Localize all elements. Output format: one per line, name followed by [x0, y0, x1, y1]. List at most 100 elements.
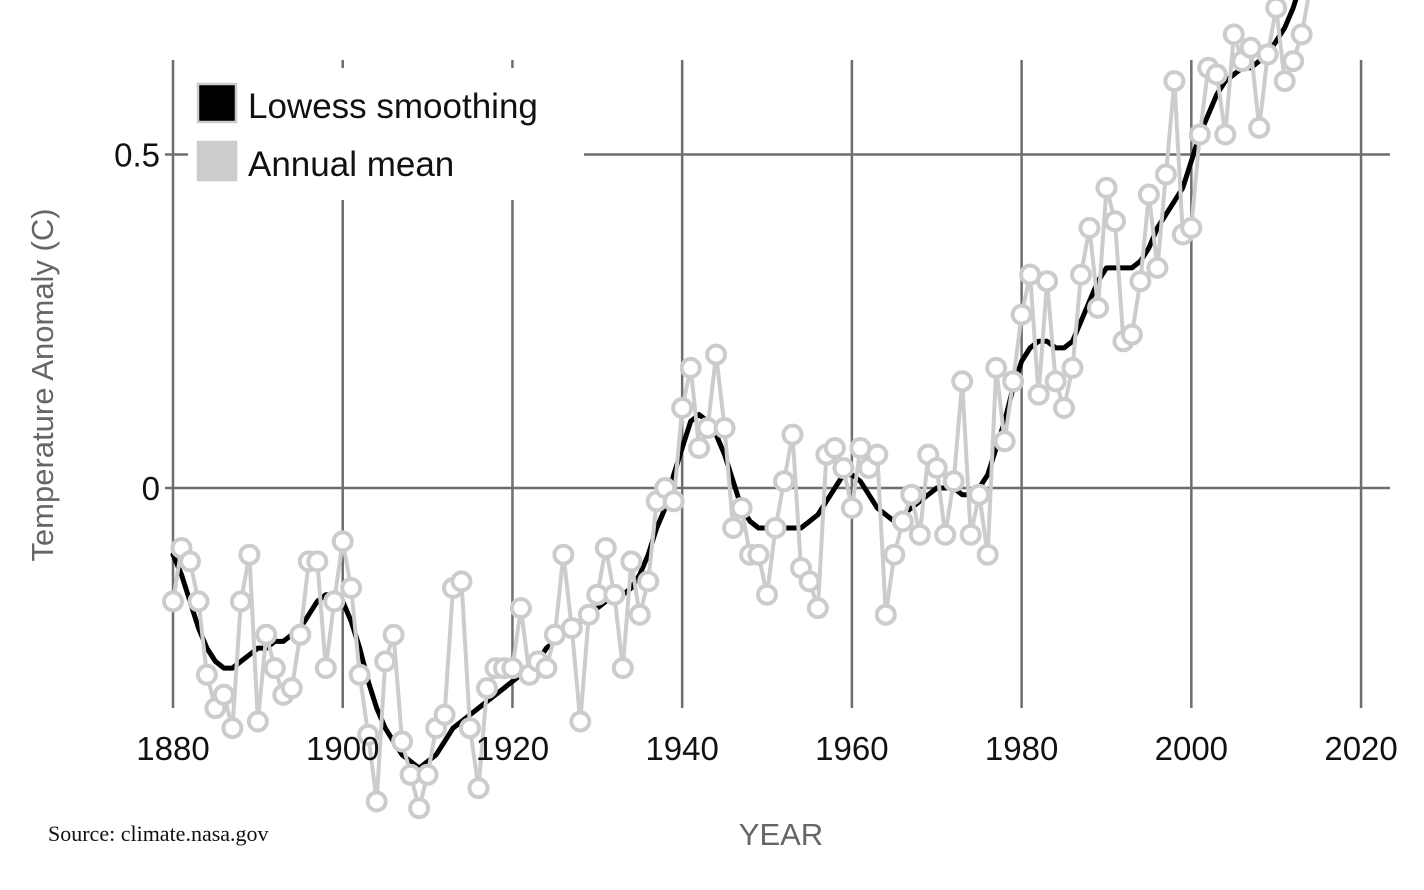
annual-mean-point: [747, 543, 770, 566]
annual-mean-point: [560, 617, 583, 640]
annual-mean-point: [1002, 370, 1025, 393]
annual-mean-point: [1214, 123, 1237, 146]
legend-background: [188, 68, 584, 200]
annual-mean-point: [900, 483, 923, 506]
annual-mean-point: [1053, 397, 1075, 419]
annual-mean-point: [577, 603, 600, 626]
annual-mean-point: [1129, 270, 1152, 293]
annual-mean-point: [1078, 216, 1101, 239]
annual-mean-point: [883, 543, 906, 566]
annual-mean-point: [1188, 123, 1211, 146]
annual-mean-point: [280, 677, 303, 700]
annual-mean-point: [1146, 256, 1169, 279]
annual-mean-point: [535, 657, 558, 680]
annual-mean-point: [1248, 116, 1271, 139]
annual-mean-point: [365, 790, 388, 813]
annual-mean-point: [416, 763, 439, 786]
annual-mean-point: [374, 650, 397, 673]
annual-mean-point: [323, 590, 346, 613]
annual-mean-point: [959, 523, 982, 546]
annual-mean-point: [764, 517, 787, 539]
x-tick-label: 1900: [306, 730, 379, 767]
annual-mean-point: [637, 570, 660, 593]
annual-mean-point: [1290, 23, 1313, 46]
annual-mean-point: [331, 530, 354, 553]
annual-mean-point: [1222, 23, 1245, 46]
annual-mean-point: [1120, 323, 1143, 346]
annual-mean-point: [688, 437, 711, 459]
y-axis-title: Temperature Anomaly (C): [25, 208, 60, 561]
annual-mean-point: [187, 590, 210, 613]
x-tick-label: 2020: [1324, 730, 1397, 767]
annual-mean-point: [1180, 216, 1203, 239]
annual-mean-point: [1010, 303, 1033, 326]
annual-mean-point: [195, 663, 218, 686]
annual-mean-point: [968, 483, 991, 506]
annual-mean-point: [569, 710, 592, 733]
annual-mean-point: [467, 777, 490, 800]
annual-mean-point: [1282, 50, 1305, 73]
legend-swatch-annual: [196, 140, 238, 182]
annual-mean-point: [1273, 70, 1296, 93]
annual-mean-point: [1061, 356, 1084, 379]
annual-mean-point: [1104, 210, 1126, 233]
annual-mean-point: [908, 523, 931, 546]
annual-mean-point: [391, 730, 414, 753]
annual-mean-point: [756, 583, 778, 606]
annual-mean-point: [620, 550, 643, 573]
legend-label-annual: Annual mean: [248, 145, 454, 184]
annual-mean-point: [179, 550, 201, 573]
annual-mean-point: [306, 550, 329, 573]
annual-mean-point: [1154, 163, 1177, 186]
annual-mean-point: [823, 437, 846, 459]
annual-mean-point: [1265, 0, 1288, 19]
annual-mean-point: [255, 623, 278, 646]
source-note: Source: climate.nasa.gov: [48, 821, 269, 846]
annual-mean-point: [798, 570, 821, 593]
annual-mean-point: [1044, 370, 1067, 393]
annual-mean-point: [289, 623, 312, 646]
annual-mean-point: [730, 497, 753, 519]
x-tick-label: 1880: [136, 730, 209, 767]
annual-mean-point: [866, 443, 889, 466]
annual-mean-point: [1087, 296, 1109, 319]
annual-mean-point: [840, 497, 863, 519]
annual-mean-point: [671, 397, 694, 419]
annual-mean-point: [340, 577, 363, 599]
annual-mean-point: [976, 543, 999, 566]
annual-mean-point: [1070, 263, 1092, 286]
x-tick-label: 1960: [815, 730, 888, 767]
legend-swatch-lowess: [196, 82, 238, 124]
x-tick-label: 2000: [1155, 730, 1228, 767]
annual-mean-point: [263, 657, 286, 680]
y-tick-label: 0: [142, 470, 160, 507]
annual-mean-point: [1027, 383, 1050, 406]
annual-mean-point: [781, 423, 804, 446]
annual-mean-point: [1095, 176, 1118, 199]
annual-mean-point: [408, 797, 431, 820]
annual-mean-point: [229, 590, 252, 613]
x-axis-title: YEAR: [739, 817, 823, 852]
x-tick-label: 1920: [476, 730, 549, 767]
annual-mean-point: [221, 717, 244, 740]
annual-mean-point: [705, 343, 728, 366]
annual-mean-point: [594, 537, 617, 559]
legend-label-lowess: Lowess smoothing: [248, 87, 538, 126]
annual-mean-point: [806, 597, 829, 620]
annual-mean-point: [246, 710, 269, 733]
annual-mean-point: [832, 457, 855, 479]
annual-mean-point: [382, 623, 405, 646]
annual-mean-point: [603, 583, 626, 606]
annual-mean-point: [238, 543, 261, 566]
annual-mean-point: [450, 570, 473, 593]
y-tick-label: 0.5: [114, 137, 160, 174]
annual-mean-point: [611, 657, 634, 680]
annual-mean-point: [874, 603, 897, 626]
annual-mean-point: [662, 490, 685, 513]
annual-mean-point: [942, 470, 965, 493]
annual-mean-point: [476, 677, 498, 700]
annual-mean-point: [679, 356, 702, 379]
annual-mean-point: [1205, 63, 1228, 86]
